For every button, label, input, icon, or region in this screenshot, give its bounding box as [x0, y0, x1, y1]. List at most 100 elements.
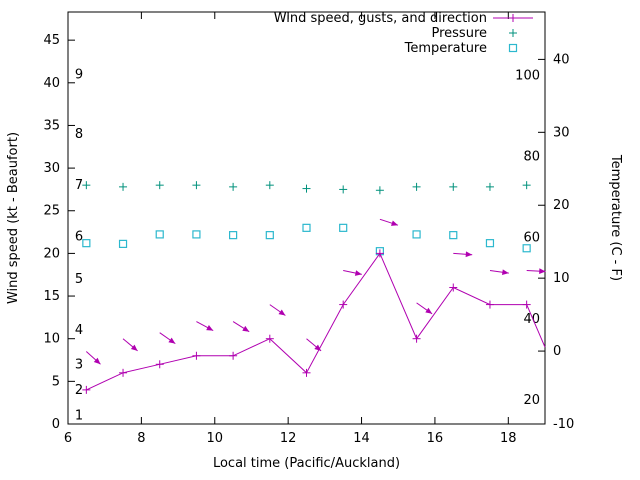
legend-sample-square — [508, 43, 518, 53]
legend-label: Temperature — [404, 41, 487, 56]
beaufort-label: 8 — [75, 127, 83, 142]
temperature-point — [339, 223, 348, 232]
beaufort-label: 1 — [75, 408, 83, 423]
wind-speed-point — [375, 249, 384, 258]
temperature-point — [229, 231, 238, 240]
y-axis-right-title: Temperature (C - F) — [608, 154, 623, 281]
y-right-tick-label: 30 — [553, 125, 570, 140]
y-right-tick-label: 20 — [553, 198, 570, 213]
wind-speed-point — [302, 368, 311, 377]
y-left-tick-label: 30 — [43, 161, 60, 176]
y-left-tick-label: 15 — [43, 289, 60, 304]
y-left-tick-label: 45 — [43, 33, 60, 48]
arrow-head — [242, 325, 250, 332]
y-left-tick-label: 5 — [52, 374, 60, 389]
y-left-tick-label: 20 — [43, 246, 60, 261]
arrow-head — [130, 344, 138, 351]
x-axis-title: Local time (Pacific/Auckland) — [213, 456, 400, 471]
wind-speed-point — [485, 300, 494, 309]
temperature-point — [522, 244, 531, 253]
pressure-point — [339, 185, 348, 194]
arrow-head — [206, 325, 214, 331]
fahrenheit-label: 60 — [523, 230, 540, 245]
beaufort-scale-labels: 1 2 3 4 5 6 7 8 9 — [75, 67, 83, 423]
arrow-head — [539, 268, 546, 274]
pressure-point — [375, 186, 384, 195]
pressure-point — [412, 182, 421, 191]
x-tick-label: 16 — [427, 431, 444, 446]
y-right-tick-label: 0 — [553, 344, 561, 359]
pressure-point — [265, 181, 274, 190]
y-right-tick-label: 10 — [553, 271, 570, 286]
beaufort-label: 6 — [75, 229, 83, 244]
fahrenheit-label: 100 — [515, 68, 540, 83]
y-axis-left-title: Wind speed (kt - Beaufort) — [6, 132, 21, 304]
y-right-tick-label: 40 — [553, 52, 570, 67]
legend-sample-plus — [509, 29, 517, 37]
y-right-tick-label: -10 — [553, 417, 574, 432]
x-tick-label: 12 — [280, 431, 297, 446]
arrow-head — [278, 309, 286, 316]
arrow-head — [465, 251, 473, 258]
temperature-point — [485, 239, 495, 248]
wind-speed-series — [82, 249, 546, 394]
fahrenheit-label: 80 — [523, 149, 540, 164]
y-axis-right: -10 0 10 20 30 40 Temperature (C - F) — [538, 52, 623, 432]
pressure-series — [82, 181, 531, 195]
legend-sample-plus — [509, 14, 517, 22]
y-left-tick-label: 35 — [43, 118, 60, 133]
wind-speed-point — [229, 351, 238, 360]
beaufort-label: 4 — [75, 323, 83, 338]
legend-item-wind_speed: Wind speed, gusts, and direction — [274, 11, 533, 26]
wind-speed-point — [339, 300, 348, 309]
y-axis-left: 0 5 10 15 20 25 30 35 40 45 Wind speed (kt - Beauf… — [6, 33, 75, 432]
fahrenheit-label: 40 — [523, 312, 540, 327]
wind-speed-point — [119, 368, 128, 377]
arrow-head — [168, 337, 176, 344]
temperature-point — [302, 223, 311, 232]
x-tick-label: 14 — [353, 431, 370, 446]
y-left-tick-label: 25 — [43, 204, 60, 219]
wind-speed-point — [192, 351, 201, 360]
legend-item-temperature: Temperature — [404, 41, 518, 56]
pressure-point — [155, 181, 164, 190]
beaufort-label: 9 — [75, 67, 83, 82]
arrow-head — [354, 270, 362, 276]
temperature-series — [82, 223, 531, 256]
x-tick-label: 6 — [64, 431, 72, 446]
arrow-head — [314, 344, 322, 351]
wind-direction-arrows — [85, 218, 546, 365]
beaufort-label: 2 — [75, 383, 83, 398]
legend: Wind speed, gusts, and directionPressure… — [274, 11, 533, 56]
arrow-head — [93, 357, 101, 365]
pressure-point — [192, 181, 201, 190]
y-left-tick-label: 40 — [43, 76, 60, 91]
fahrenheit-scale-labels: 20 40 60 80 100 — [515, 68, 540, 407]
pressure-point — [522, 181, 531, 190]
wind-speed-point — [449, 283, 458, 292]
wind-speed-point — [155, 360, 164, 369]
beaufort-label: 3 — [75, 357, 83, 372]
temperature-point — [82, 239, 91, 248]
fahrenheit-label: 20 — [523, 393, 540, 408]
legend-label: Wind speed, gusts, and direction — [274, 11, 487, 26]
temperature-point — [412, 230, 421, 239]
legend-item-pressure: Pressure — [431, 26, 517, 41]
temperature-point — [265, 231, 274, 240]
legend-label: Pressure — [431, 26, 487, 41]
temperature-point — [118, 239, 128, 248]
pressure-point — [302, 184, 311, 193]
arrow-head — [425, 307, 433, 314]
wind-speed-point — [522, 300, 531, 309]
pressure-point — [449, 182, 458, 191]
wind-speed-point — [265, 334, 274, 343]
arrow-head — [391, 220, 398, 226]
beaufort-label: 7 — [75, 178, 83, 193]
wind-speed-point — [82, 385, 91, 394]
x-tick-label: 8 — [137, 431, 145, 446]
y-left-tick-label: 0 — [52, 417, 60, 432]
